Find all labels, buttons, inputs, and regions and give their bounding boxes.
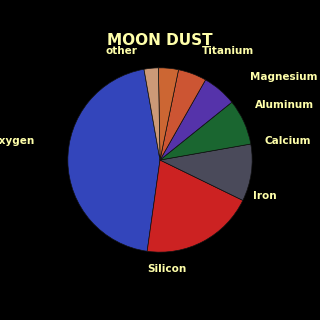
Text: Iron: Iron — [253, 191, 277, 201]
Wedge shape — [158, 68, 179, 160]
Text: Silicon: Silicon — [147, 264, 186, 274]
Text: Titanium: Titanium — [202, 46, 254, 56]
Wedge shape — [160, 80, 232, 160]
Text: Magnesium: Magnesium — [250, 72, 317, 82]
Wedge shape — [144, 68, 160, 160]
Text: Oxygen: Oxygen — [0, 136, 35, 146]
Wedge shape — [160, 70, 205, 160]
Text: other: other — [105, 46, 137, 56]
Wedge shape — [68, 69, 160, 251]
Wedge shape — [160, 144, 252, 200]
Wedge shape — [147, 160, 243, 252]
Text: MOON DUST: MOON DUST — [107, 34, 213, 48]
Text: Aluminum: Aluminum — [255, 100, 314, 110]
Text: Calcium: Calcium — [265, 136, 311, 146]
Wedge shape — [160, 102, 251, 160]
